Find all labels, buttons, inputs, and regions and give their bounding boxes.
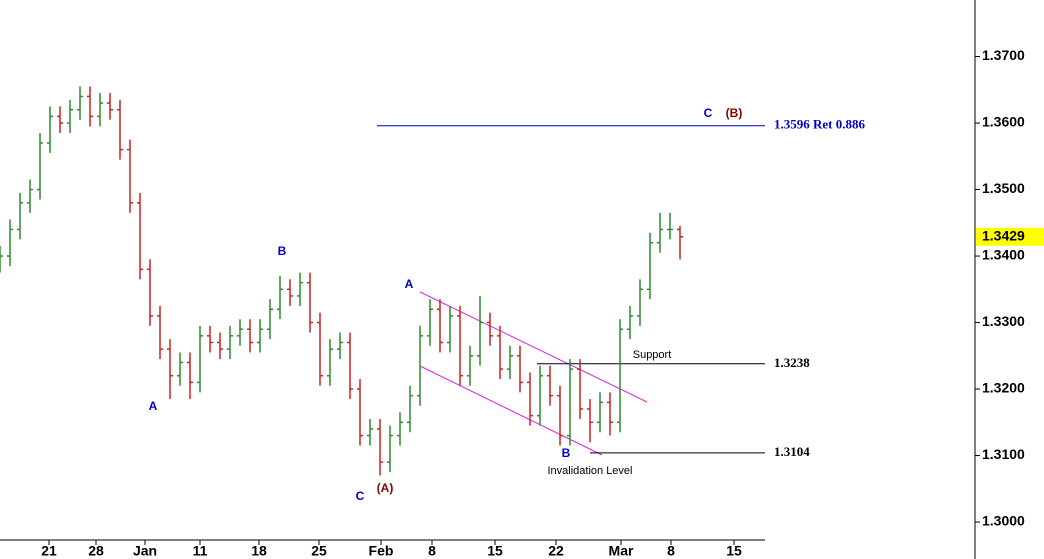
wave-label: B <box>562 446 571 460</box>
y-tick-label: 1.3300 <box>982 313 1025 329</box>
wave-label: A <box>149 399 158 413</box>
channel-line <box>419 291 648 403</box>
note: Invalidation Level <box>547 465 632 477</box>
note: Support <box>633 349 672 361</box>
last-price: 1.3429 <box>982 227 1025 243</box>
y-tick-label: 1.3500 <box>982 180 1025 196</box>
x-tick-label: 21 <box>41 543 57 559</box>
y-tick-label: 1.3400 <box>982 247 1025 263</box>
y-tick-label: 1.3200 <box>982 380 1025 396</box>
x-tick-label: Feb <box>369 543 394 559</box>
x-tick-label: 15 <box>726 543 742 559</box>
y-tick-label: 1.3100 <box>982 446 1025 462</box>
x-tick-label: Jan <box>133 543 157 559</box>
wave-label: A <box>405 277 414 291</box>
wave-label: B <box>278 244 287 258</box>
level-label: 1.3238 <box>774 355 810 370</box>
wave-label: (A) <box>377 481 394 495</box>
x-tick-label: 18 <box>251 543 267 559</box>
x-tick-label: 15 <box>487 543 503 559</box>
wave-label: C <box>704 106 713 120</box>
x-tick-label: 28 <box>88 543 104 559</box>
y-tick-label: 1.3600 <box>982 114 1025 130</box>
x-tick-label: 8 <box>428 543 436 559</box>
last-price-box <box>976 227 1044 246</box>
wave-label: (B) <box>726 106 743 120</box>
y-tick-label: 1.3000 <box>982 513 1025 529</box>
x-tick-label: 25 <box>311 543 327 559</box>
x-tick-label: 22 <box>548 543 564 559</box>
y-tick-label: 1.3700 <box>982 47 1025 63</box>
level-label: 1.3104 <box>774 444 810 459</box>
x-tick-label: Mar <box>609 543 634 559</box>
level-label: 1.3596 Ret 0.886 <box>774 117 865 132</box>
wave-label: C <box>356 489 365 503</box>
channel-line <box>419 365 603 456</box>
x-tick-label: 8 <box>667 543 675 559</box>
x-tick-label: 11 <box>193 543 208 559</box>
